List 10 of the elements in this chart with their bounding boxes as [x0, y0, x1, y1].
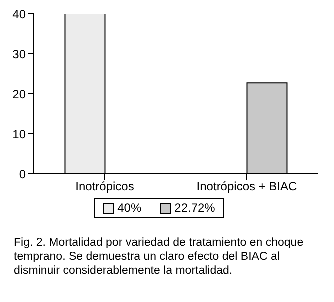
legend-label: 40%	[116, 201, 142, 215]
caption: Fig. 2. Mortalidad por variedad de tratamiento en choque temprano. Se demuestra un claro efecto del BIAC al disminuir considerablemente la mortalidad.	[14, 236, 305, 278]
x-tick-label: Inotrópicos + BIAC	[196, 180, 298, 194]
y-tick-label: 40	[12, 7, 26, 22]
legend-label: 22.72%	[174, 201, 216, 215]
y-tick-label: 30	[12, 47, 26, 62]
y-tick-label: 20	[12, 87, 26, 102]
y-tick-label: 0	[19, 167, 26, 182]
y-tick-label: 10	[12, 127, 26, 142]
x-tick-label: Inotrópicos	[76, 180, 134, 194]
